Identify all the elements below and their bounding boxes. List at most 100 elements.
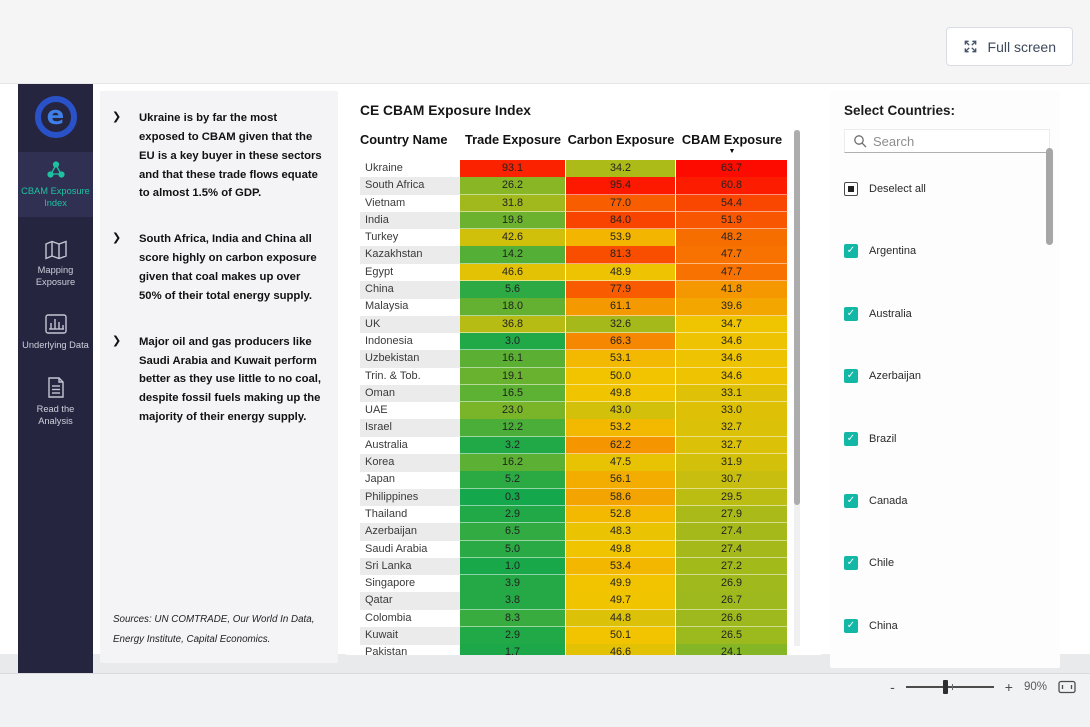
country-name-cell: Indonesia (365, 334, 413, 347)
filter-item-australia[interactable]: Australia (844, 304, 926, 324)
table-row[interactable]: Singapore 3.9 49.9 26.9 (360, 575, 788, 593)
table-row[interactable]: Trin. & Tob. 19.1 50.0 34.6 (360, 367, 788, 386)
table-row[interactable]: Australia 3.2 62.2 32.7 (360, 436, 788, 455)
full-screen-button[interactable]: Full screen (945, 27, 1073, 66)
value-cell: 77.0 (566, 194, 676, 213)
country-name-cell: Saudi Arabia (365, 542, 428, 555)
filter-item-label: Deselect all (869, 183, 926, 195)
table-row[interactable]: Malaysia 18.0 61.1 39.6 (360, 298, 788, 316)
table-row[interactable]: Oman 16.5 49.8 33.1 (360, 384, 788, 403)
checkbox-checked-icon[interactable] (844, 556, 858, 571)
table-row[interactable]: Uzbekistan 16.1 53.1 34.6 (360, 350, 788, 368)
filter-item-china[interactable]: China (844, 616, 926, 636)
country-name-cell: China (360, 281, 460, 299)
country-name-cell: Colombia (365, 611, 412, 624)
fit-to-screen-icon[interactable] (1058, 680, 1076, 694)
table-row[interactable]: Saudi Arabia 5.0 49.8 27.4 (360, 540, 788, 559)
zoom-slider-handle[interactable] (942, 680, 948, 694)
value-cell: 49.7 (566, 592, 676, 610)
value-cell: 26.7 (676, 592, 788, 610)
sidebar-item-read-the-analysis[interactable]: Read the Analysis (18, 369, 93, 435)
country-name-cell: UK (360, 315, 460, 334)
sort-descending-icon[interactable]: ▼ (728, 148, 736, 155)
bar-chart-icon (20, 313, 91, 335)
checkbox-checked-icon[interactable] (844, 618, 858, 633)
table-row[interactable]: Israel 12.2 53.2 32.7 (360, 419, 788, 437)
table-row[interactable]: UAE 23.0 43.0 33.0 (360, 402, 788, 420)
column-header-country[interactable]: Country Name (360, 132, 448, 147)
checkbox-checked-icon[interactable] (844, 493, 858, 508)
table-row[interactable]: Egypt 46.6 48.9 47.7 (360, 263, 788, 282)
table-row[interactable]: Turkey 42.6 53.9 48.2 (360, 229, 788, 247)
table-row[interactable]: Kuwait 2.9 50.1 26.5 (360, 627, 788, 645)
search-input[interactable] (873, 130, 1043, 152)
table-row[interactable]: Pakistan 1.7 46.6 24.1 (360, 644, 788, 655)
filter-item-label: Argentina (869, 245, 917, 258)
value-cell: 6.5 (460, 523, 566, 541)
zoom-out-button[interactable]: - (890, 679, 895, 695)
country-name-cell: Thailand (365, 507, 408, 520)
table-row[interactable]: Thailand 2.9 52.8 27.9 (360, 505, 788, 524)
column-header-carbon[interactable]: Carbon Exposure (567, 132, 675, 147)
checkbox-checked-icon[interactable] (844, 431, 858, 446)
table-row[interactable]: China 5.6 77.9 41.8 (360, 281, 788, 299)
table-row[interactable]: Kazakhstan 14.2 81.3 47.7 (360, 246, 788, 264)
table-row[interactable]: Ukraine 93.1 34.2 63.7 (360, 160, 788, 178)
value-cell: 47.5 (566, 454, 676, 472)
table-row[interactable]: Korea 16.2 47.5 31.9 (360, 454, 788, 472)
value-cell: 33.0 (676, 402, 788, 420)
sidebar-item-label: Underlying Data (22, 340, 89, 351)
table-row[interactable]: Colombia 8.3 44.8 26.6 (360, 609, 788, 628)
country-filter-panel: Select Countries: Deselect all Argentina A… (830, 91, 1060, 668)
filter-item-argentina[interactable]: Argentina (844, 241, 926, 261)
insight-bullet: ❯ Ukraine is by far the most exposed to C… (112, 109, 324, 203)
table-row[interactable]: Qatar 3.8 49.7 26.7 (360, 592, 788, 610)
country-name-cell: Qatar (360, 592, 460, 610)
filter-item-label: Brazil (869, 432, 897, 445)
sidebar-item-label: CBAM Exposure Index (21, 186, 90, 209)
table-row[interactable]: Japan 5.2 56.1 30.7 (360, 471, 788, 489)
table-row[interactable]: Philippines 0.3 58.6 29.5 (360, 488, 788, 507)
column-header-trade[interactable]: Trade Exposure (464, 132, 561, 147)
sidebar-item-cbam-exposure-index[interactable]: CBAM Exposure Index (18, 152, 93, 218)
value-cell: 27.4 (676, 540, 788, 559)
zoom-in-button[interactable]: + (1004, 679, 1013, 695)
filter-item-brazil[interactable]: Brazil (844, 429, 926, 449)
country-name-cell: India (360, 211, 460, 230)
table-row[interactable]: Azerbaijan 6.5 48.3 27.4 (360, 523, 788, 541)
sidebar-item-underlying-data[interactable]: Underlying Data (18, 306, 93, 359)
sidebar-item-mapping-exposure[interactable]: Mapping Exposure (18, 233, 93, 296)
value-cell: 49.9 (566, 575, 676, 593)
value-cell: 53.4 (566, 557, 676, 576)
checkbox-checked-icon[interactable] (844, 244, 858, 259)
zoom-slider[interactable] (905, 680, 994, 694)
column-header-cbam[interactable]: CBAM Exposure (681, 132, 783, 147)
app-logo: e (34, 96, 77, 138)
checkbox-indeterminate-icon[interactable] (844, 182, 858, 196)
table-row[interactable]: UK 36.8 32.6 34.7 (360, 315, 788, 334)
filter-item-deselect-all[interactable]: Deselect all (844, 179, 926, 199)
table-row[interactable]: Vietnam 31.8 77.0 54.4 (360, 194, 788, 213)
table-row[interactable]: India 19.8 84.0 51.9 (360, 211, 788, 230)
value-cell: 23.0 (460, 402, 566, 420)
filter-scrollbar-thumb[interactable] (1046, 148, 1053, 245)
value-cell: 48.2 (676, 229, 788, 247)
bullet-arrow-icon: ❯ (112, 111, 122, 123)
filter-item-chile[interactable]: Chile (844, 553, 926, 573)
table-row[interactable]: South Africa 26.2 95.4 60.8 (360, 177, 788, 195)
app-logo-letter: e (46, 100, 65, 131)
value-cell: 49.8 (566, 384, 676, 403)
checkbox-checked-icon[interactable] (844, 369, 858, 384)
value-cell: 16.5 (460, 384, 566, 403)
country-name-cell: Singapore (365, 577, 416, 590)
filter-item-azerbaijan[interactable]: Azerbaijan (844, 366, 926, 386)
filter-item-canada[interactable]: Canada (844, 491, 926, 511)
value-cell: 53.1 (566, 350, 676, 368)
value-cell: 50.0 (566, 367, 676, 386)
map-icon (20, 240, 91, 260)
checkbox-checked-icon[interactable] (844, 306, 858, 321)
table-scrollbar-thumb[interactable] (794, 130, 800, 505)
table-row[interactable]: Sri Lanka 1.0 53.4 27.2 (360, 557, 788, 576)
value-cell: 3.9 (460, 575, 566, 593)
table-row[interactable]: Indonesia 3.0 66.3 34.6 (360, 332, 788, 351)
